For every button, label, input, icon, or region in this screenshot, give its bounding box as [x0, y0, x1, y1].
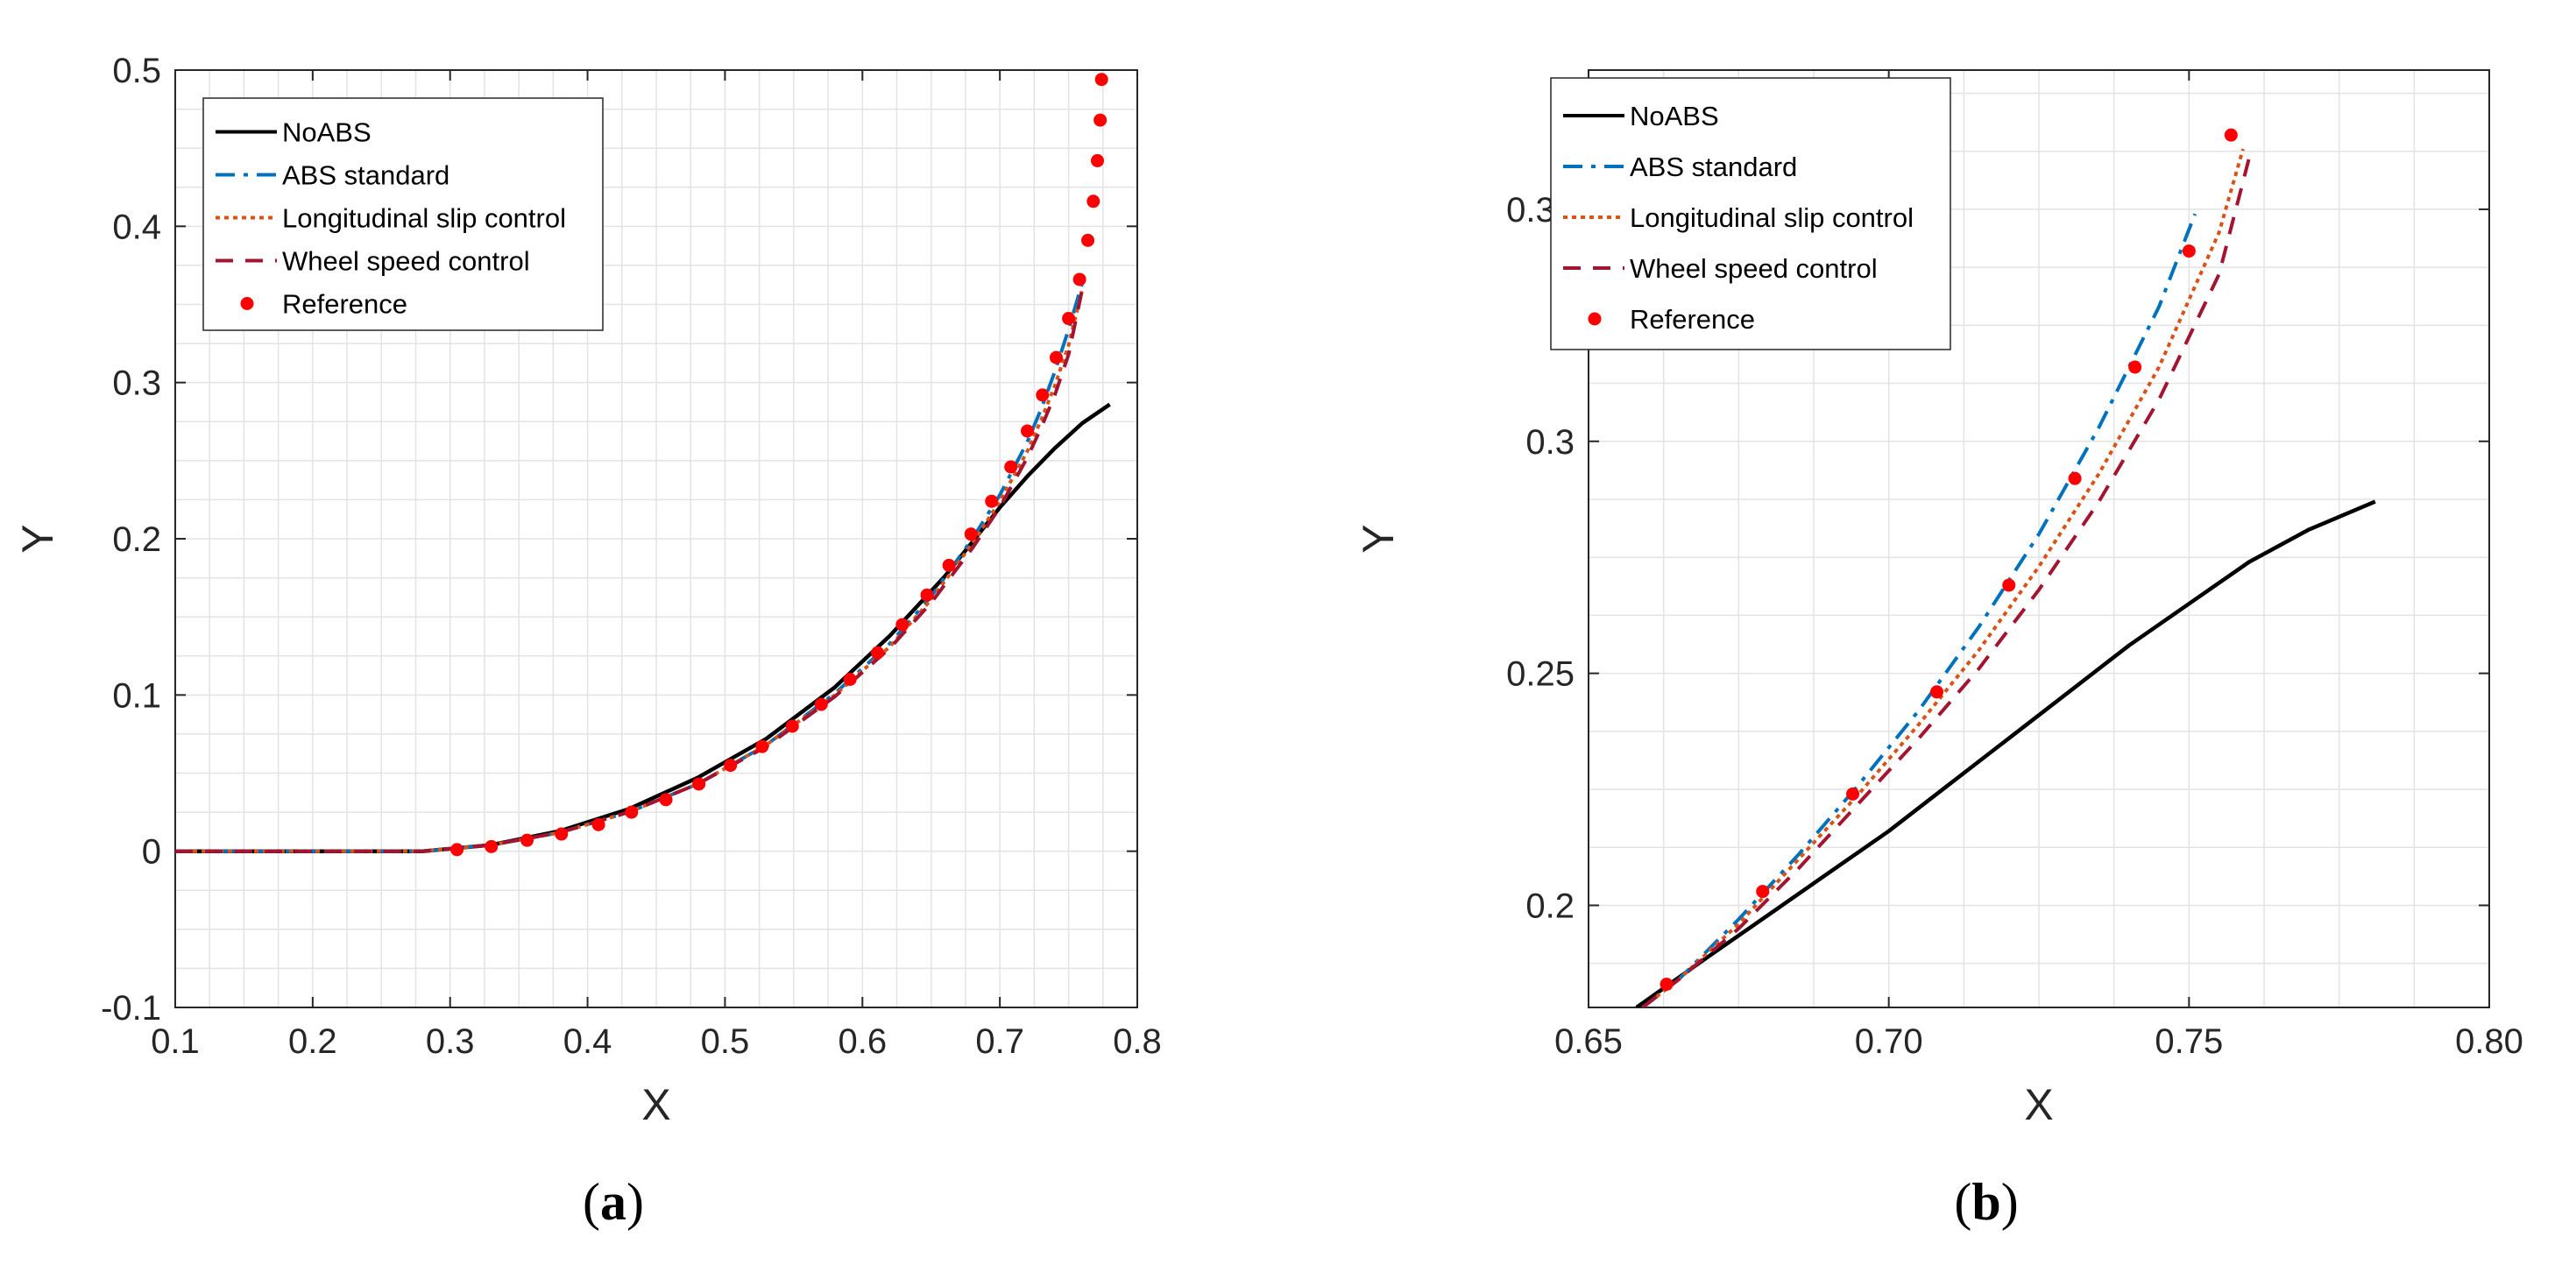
- reference-point: [692, 777, 706, 791]
- series-layer: [175, 73, 1111, 857]
- reference-point: [1929, 685, 1943, 699]
- legend-label: Wheel speed control: [282, 246, 530, 277]
- y-tick-label: 0.2: [112, 520, 161, 559]
- reference-point: [755, 739, 769, 753]
- x-tick-label: 0.8: [1113, 1022, 1162, 1061]
- reference-point: [591, 817, 605, 831]
- reference-point: [2002, 578, 2016, 592]
- y-tick-label: 0.1: [112, 676, 161, 715]
- series-longitudinal-slip-control: [1641, 148, 2245, 1007]
- y-tick-label: 0.25: [1506, 655, 1575, 694]
- reference-point: [1756, 885, 1770, 899]
- legend: NoABS ABS standard Longitudinal slip contr…: [202, 97, 604, 331]
- panel-a: 0.1 0.2 0.3 0.4 0.5 0.6 0.7 0.8 -0.1 0 0.1 0.2 0.3 0.…: [13, 52, 1162, 1129]
- legend-label: NoABS: [282, 117, 372, 148]
- reference-point: [1062, 312, 1076, 326]
- reference-point: [1036, 388, 1050, 402]
- reference-point: [843, 673, 857, 686]
- reference-point: [1091, 153, 1105, 167]
- reference-point: [1093, 113, 1108, 127]
- reference-point: [964, 527, 978, 541]
- panel-b: 0.65 0.70 0.75 0.800.20.250.30.35XYNoABSABS…: [1354, 69, 2523, 1129]
- x-tick-label: 0.4: [563, 1022, 612, 1061]
- reference-point: [659, 793, 673, 807]
- reference-point: [814, 697, 828, 711]
- reference-point: [942, 558, 956, 572]
- x-tick-label: 0.5: [701, 1022, 750, 1061]
- x-tick-label: 0.7: [975, 1022, 1024, 1061]
- reference-point: [1049, 350, 1063, 364]
- legend-label: Reference: [1630, 304, 1755, 335]
- legend-label: ABS standard: [282, 160, 449, 191]
- x-tick-label: 0.3: [426, 1022, 475, 1061]
- x-tick-label: 0.80: [2455, 1022, 2523, 1061]
- x-tick-label: 0.75: [2155, 1022, 2223, 1061]
- x-tick-label: 0.6: [838, 1022, 887, 1061]
- y-tick-label: 0.5: [112, 52, 161, 90]
- reference-point: [555, 827, 569, 841]
- series-wheel-speed-control: [175, 288, 1085, 853]
- x-tick-label: 0.70: [1855, 1022, 1923, 1061]
- legend-label: Wheel speed control: [1630, 253, 1878, 284]
- legend-box: [202, 97, 604, 331]
- reference-point: [1021, 424, 1035, 438]
- reference-point: [1004, 460, 1018, 474]
- axes-box: [1588, 69, 2490, 1008]
- legend-marker: [1588, 312, 1602, 326]
- caption-a: (a): [583, 1173, 644, 1231]
- legend-marker: [240, 297, 254, 310]
- y-tick-label: -0.1: [101, 989, 161, 1028]
- reference-point: [485, 839, 499, 853]
- reference-point: [1094, 73, 1108, 87]
- series-layer: [1635, 128, 2376, 1007]
- reference-point: [985, 494, 999, 508]
- legend-label: Longitudinal slip control: [1630, 202, 1914, 233]
- reference-point: [520, 833, 534, 847]
- y-axis-title: Y: [13, 524, 62, 553]
- y-axis-title: Y: [1354, 524, 1403, 553]
- reference-point: [2182, 244, 2196, 258]
- legend-label: NoABS: [1630, 101, 1719, 131]
- legend-box: [1550, 77, 1951, 350]
- reference-point: [625, 805, 639, 819]
- reference-point: [895, 618, 909, 632]
- series-noabs: [1635, 499, 2376, 1007]
- y-tick-label: 0: [142, 833, 161, 872]
- reference-point: [1846, 787, 1860, 801]
- reference-point: [871, 646, 885, 660]
- series-reference: [450, 73, 1108, 857]
- series-wheel-speed-control: [1641, 158, 2251, 1007]
- series-reference: [1660, 128, 2238, 992]
- x-tick-label: 0.1: [151, 1022, 200, 1061]
- x-tick-label: 0.2: [288, 1022, 337, 1061]
- legend: NoABS ABS standard Longitudinal slip contr…: [1550, 77, 1951, 350]
- reference-point: [724, 759, 738, 773]
- reference-point: [920, 588, 934, 602]
- x-tick-label: 0.65: [1554, 1022, 1623, 1061]
- reference-point: [1072, 272, 1086, 286]
- y-tick-label: 0.4: [112, 208, 161, 246]
- caption-b: (b): [1954, 1173, 2018, 1231]
- reference-point: [2224, 128, 2238, 142]
- reference-point: [1086, 194, 1100, 208]
- y-tick-label: 0.3: [112, 364, 161, 403]
- reference-point: [2128, 360, 2142, 374]
- legend-label: Longitudinal slip control: [282, 203, 566, 234]
- reference-point: [2068, 471, 2082, 485]
- x-axis-title: X: [641, 1080, 670, 1129]
- reference-point: [450, 843, 464, 857]
- reference-point: [785, 719, 799, 733]
- series-abs-standard: [1641, 213, 2197, 1007]
- x-axis-title: X: [2024, 1080, 2053, 1129]
- reference-point: [1660, 978, 1674, 992]
- y-tick-label: 0.3: [1525, 423, 1575, 462]
- legend-label: Reference: [282, 289, 407, 320]
- y-tick-label: 0.2: [1525, 887, 1575, 925]
- legend-label: ABS standard: [1630, 152, 1797, 182]
- reference-point: [1081, 233, 1095, 247]
